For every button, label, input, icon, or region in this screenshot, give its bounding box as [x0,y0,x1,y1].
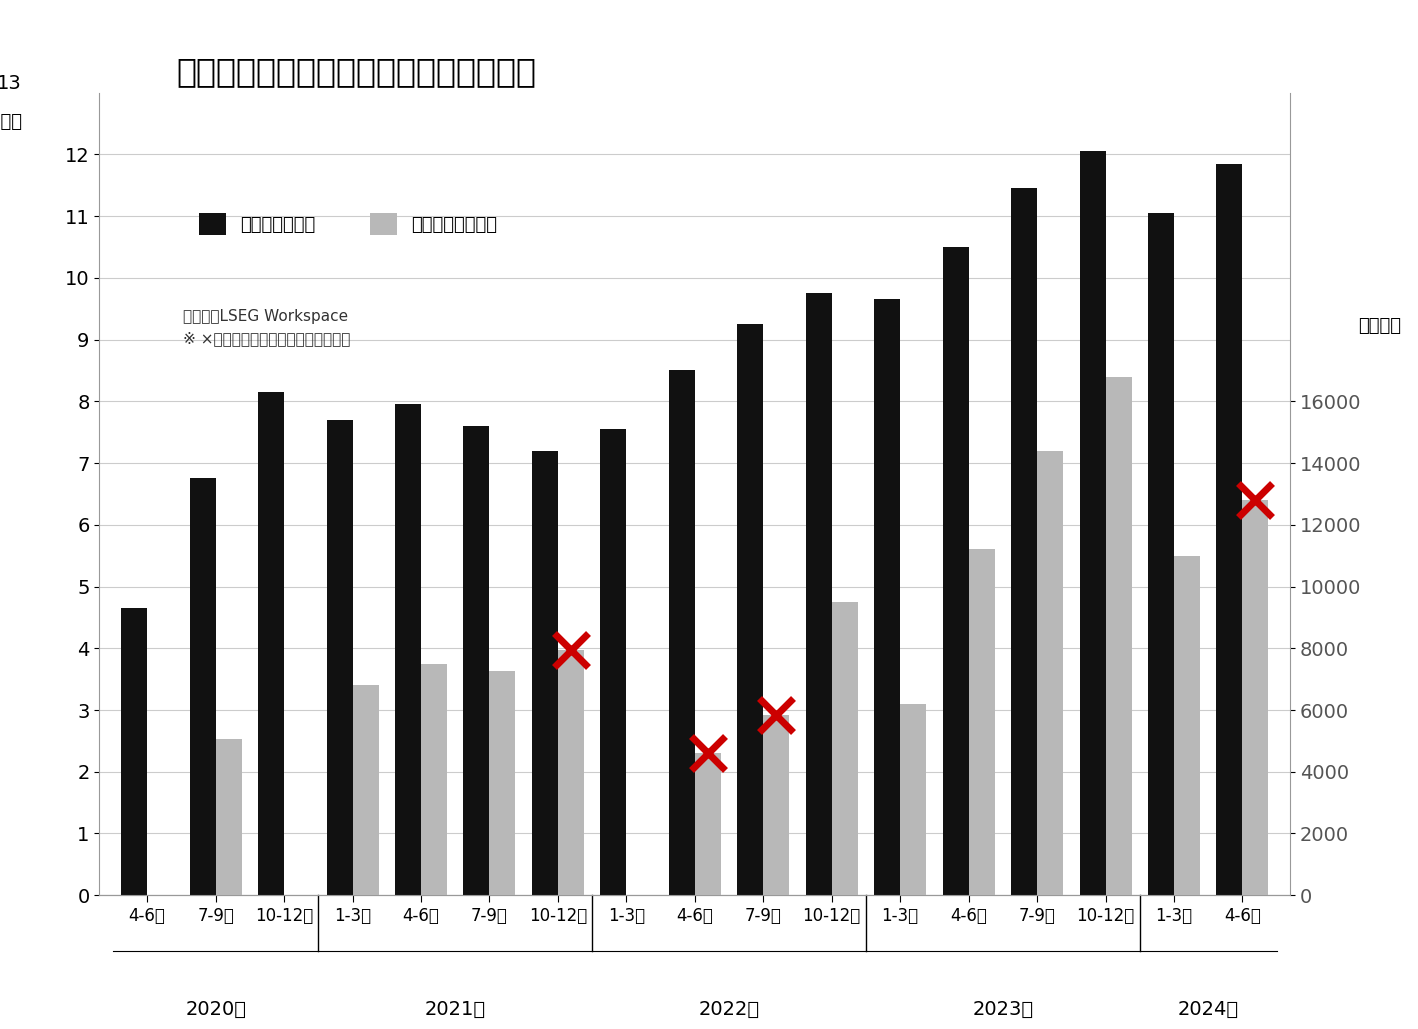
Bar [1174,556,1200,895]
Bar [805,293,832,895]
Text: 2020年: 2020年 [186,999,247,1019]
Bar [669,370,695,895]
Bar [737,324,763,895]
Text: （兆円）: （兆円） [0,113,21,131]
Text: トヨタ自動車の総収入と営業利益の推移: トヨタ自動車の総収入と営業利益の推移 [177,56,536,88]
Bar [1217,164,1242,895]
Text: 2021年: 2021年 [424,999,486,1019]
Bar [1106,377,1132,895]
Bar [1149,213,1174,895]
Bar [968,549,994,895]
Bar [943,247,968,895]
Bar [600,429,627,895]
Bar [421,664,447,895]
Text: 2023年: 2023年 [973,999,1034,1019]
Bar [216,739,241,895]
Bar [353,685,379,895]
Legend: 総収入（左軸）, 営業利益（右軸）: 総収入（左軸）, 営業利益（右軸） [191,206,505,243]
Bar [1242,500,1269,895]
Bar [557,650,584,895]
Text: データ：LSEG Workspace
※ ×印は予想を超えられなかった実績: データ：LSEG Workspace ※ ×印は予想を超えられなかった実績 [183,310,350,347]
Bar [121,608,147,895]
Bar [258,392,284,895]
Text: 2022年: 2022年 [699,999,760,1019]
Bar [532,451,557,895]
Bar [763,714,790,895]
Bar [464,426,489,895]
Text: （億円）: （億円） [1358,317,1401,335]
Bar [396,404,421,895]
Bar [1011,188,1037,895]
Bar [1037,451,1064,895]
Bar [873,299,900,895]
Bar [832,602,858,895]
Text: 2024年: 2024年 [1178,999,1239,1019]
Text: 13: 13 [0,74,21,93]
Bar [900,704,926,895]
Bar [326,420,353,895]
Bar [1079,151,1106,895]
Bar [190,478,216,895]
Bar [489,672,516,895]
Bar [695,753,720,895]
